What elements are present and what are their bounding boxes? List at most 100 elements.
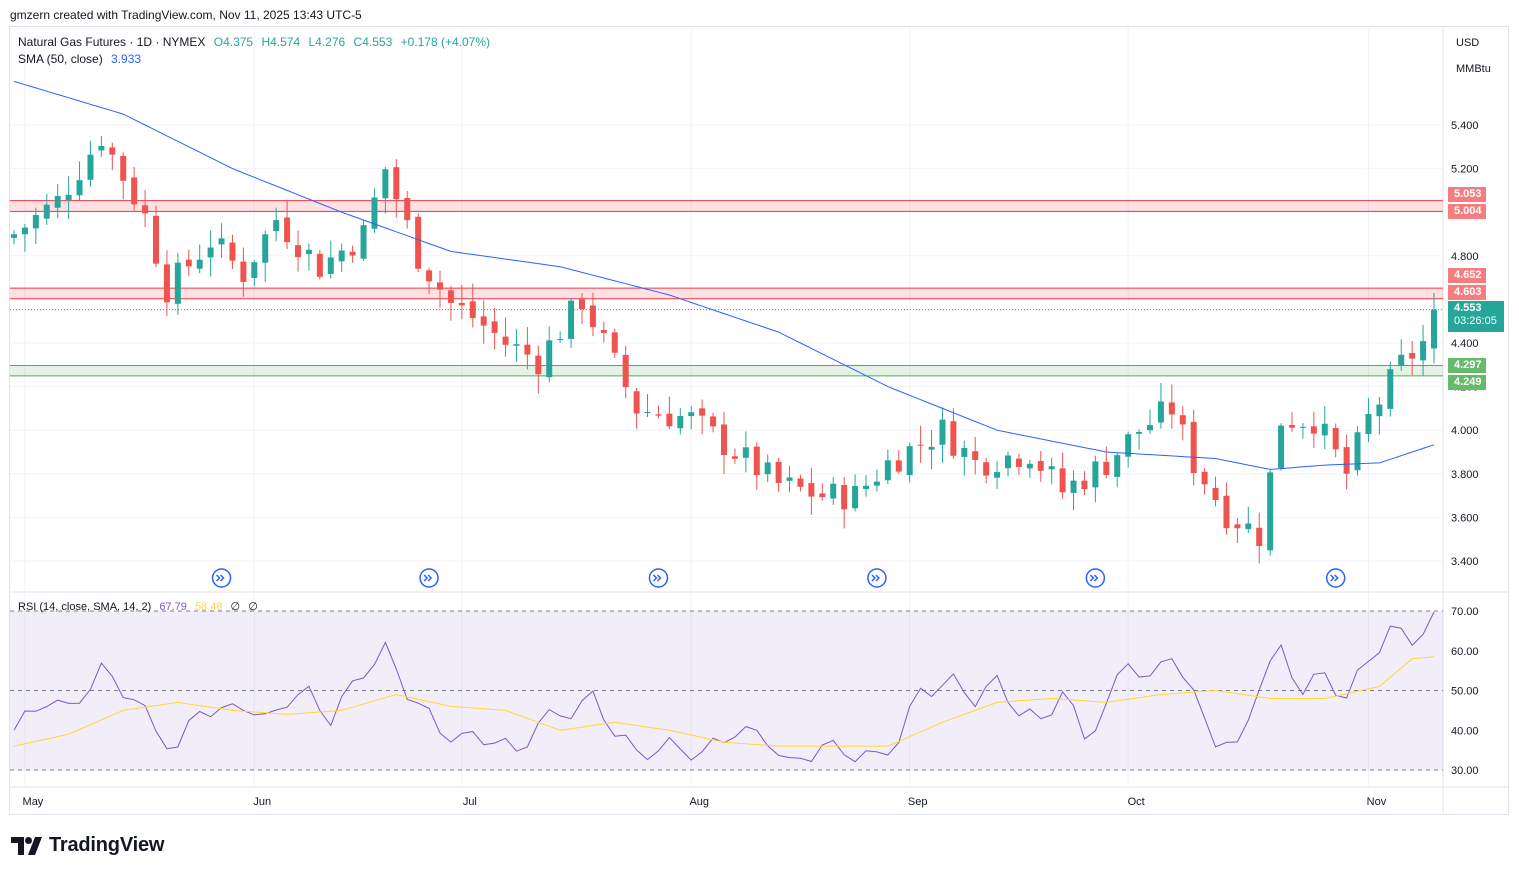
time-tick-label: May: [23, 796, 44, 808]
candle-body: [338, 250, 345, 262]
zone-mid-bottom-tag: 4.603: [1448, 285, 1486, 300]
candle-body: [1190, 421, 1197, 473]
price-tick-label: 4.800: [1451, 251, 1479, 263]
candle-body: [76, 180, 83, 196]
support-zone: [10, 365, 1443, 376]
event-marker-arrow: [1330, 574, 1339, 582]
candle-body: [524, 344, 531, 355]
candle-body: [721, 424, 727, 455]
change-value: +0.178 (+4.07%): [400, 35, 490, 49]
candle-body: [295, 245, 301, 258]
candle-body: [1365, 413, 1372, 435]
event-marker-arrow: [871, 574, 880, 582]
event-marker-icon: [648, 568, 669, 588]
candle-body: [764, 462, 771, 475]
resistance-zone: [10, 288, 1443, 299]
candle-body: [644, 411, 651, 414]
candle-body: [600, 329, 607, 333]
candle-body: [863, 485, 869, 489]
candle-body: [742, 447, 749, 458]
candle-body: [120, 155, 127, 181]
candle-body: [65, 194, 72, 200]
candle-body: [153, 215, 159, 264]
candle-body: [87, 154, 94, 180]
candle-body: [1081, 480, 1088, 490]
candle-body: [11, 234, 17, 238]
candle-body: [1223, 495, 1230, 529]
rsi-tick-label: 30.00: [1451, 765, 1479, 777]
unit-label[interactable]: MMBtu: [1456, 63, 1491, 75]
candle-body: [163, 264, 170, 303]
sma-label[interactable]: SMA (50, close): [18, 52, 103, 66]
price-tick-label: 3.800: [1451, 469, 1479, 481]
candle-body: [917, 444, 924, 446]
candle-body: [284, 217, 291, 243]
candle-body: [1289, 425, 1295, 428]
zone-low-top-tag: 4.297: [1448, 358, 1486, 373]
rsi-tick-label: 70.00: [1451, 606, 1479, 618]
candle-body: [841, 485, 848, 510]
rsi-ma-line: [13, 656, 1435, 747]
candle-body: [1343, 447, 1350, 474]
candle-body: [797, 478, 804, 487]
candle-body: [360, 225, 367, 259]
candle-body: [1048, 466, 1055, 470]
event-marker-icon: [1085, 568, 1106, 588]
candle-body: [939, 419, 946, 445]
event-marker-arrow: [652, 574, 662, 582]
sma-value: 3.933: [111, 52, 142, 66]
candle-body: [229, 242, 236, 261]
candle-body: [1092, 461, 1099, 488]
candle-body: [305, 249, 312, 255]
candle-body: [1420, 341, 1427, 361]
candle-body: [1267, 472, 1274, 551]
rsi-legend: RSI (14, close, SMA, 14, 2) 67.79 58.48 …: [18, 600, 263, 613]
candle-body: [873, 481, 880, 486]
currency-label[interactable]: USD: [1456, 37, 1480, 49]
candle-body: [54, 196, 61, 208]
candle-body: [568, 300, 575, 339]
candle-body: [513, 344, 520, 346]
chart-frame: [9, 26, 1509, 815]
candle-body: [1201, 471, 1208, 485]
symbol-title[interactable]: Natural Gas Futures · 1D · NYMEX: [18, 35, 206, 49]
time-tick-label: Nov: [1367, 796, 1387, 808]
candle-body: [1114, 455, 1121, 477]
candle-body: [579, 299, 585, 310]
candle-body: [316, 253, 323, 277]
candle-body: [196, 259, 203, 269]
candle-body: [655, 414, 662, 416]
tradingview-logo[interactable]: TradingView: [11, 834, 164, 857]
candle-body: [1278, 425, 1285, 469]
candle-body: [21, 227, 28, 235]
rsi-value: 67.79: [159, 601, 187, 613]
candle-body: [808, 483, 815, 497]
candle-body: [32, 214, 39, 229]
zone-high-top-tag: 5.053: [1448, 187, 1486, 202]
candle-body: [371, 197, 378, 229]
candle-body: [928, 446, 935, 450]
rsi-extra-2: ∅: [248, 601, 258, 613]
candle-body: [666, 413, 673, 427]
rsi-label[interactable]: RSI (14, close, SMA, 14, 2): [18, 601, 152, 613]
candle-body: [1070, 480, 1077, 493]
time-tick-label: Aug: [689, 796, 709, 808]
candle-body: [174, 262, 181, 304]
candle-body: [502, 336, 509, 345]
tradingview-logo-icon: [11, 836, 42, 855]
candle-body: [1015, 458, 1022, 467]
open-value: O4.375: [213, 35, 254, 49]
candle-body: [327, 257, 334, 274]
candle-body: [535, 355, 542, 375]
candle-body: [884, 460, 891, 481]
candle-body: [1376, 404, 1383, 417]
candle-body: [731, 456, 738, 459]
candle-body: [589, 305, 596, 328]
candle-body: [1409, 352, 1416, 359]
candle-body: [349, 251, 356, 256]
price-tick-label: 3.400: [1451, 556, 1479, 568]
countdown-value: 03:26:05: [1454, 315, 1497, 327]
candle-body: [994, 472, 1001, 478]
candle-body: [447, 290, 454, 303]
